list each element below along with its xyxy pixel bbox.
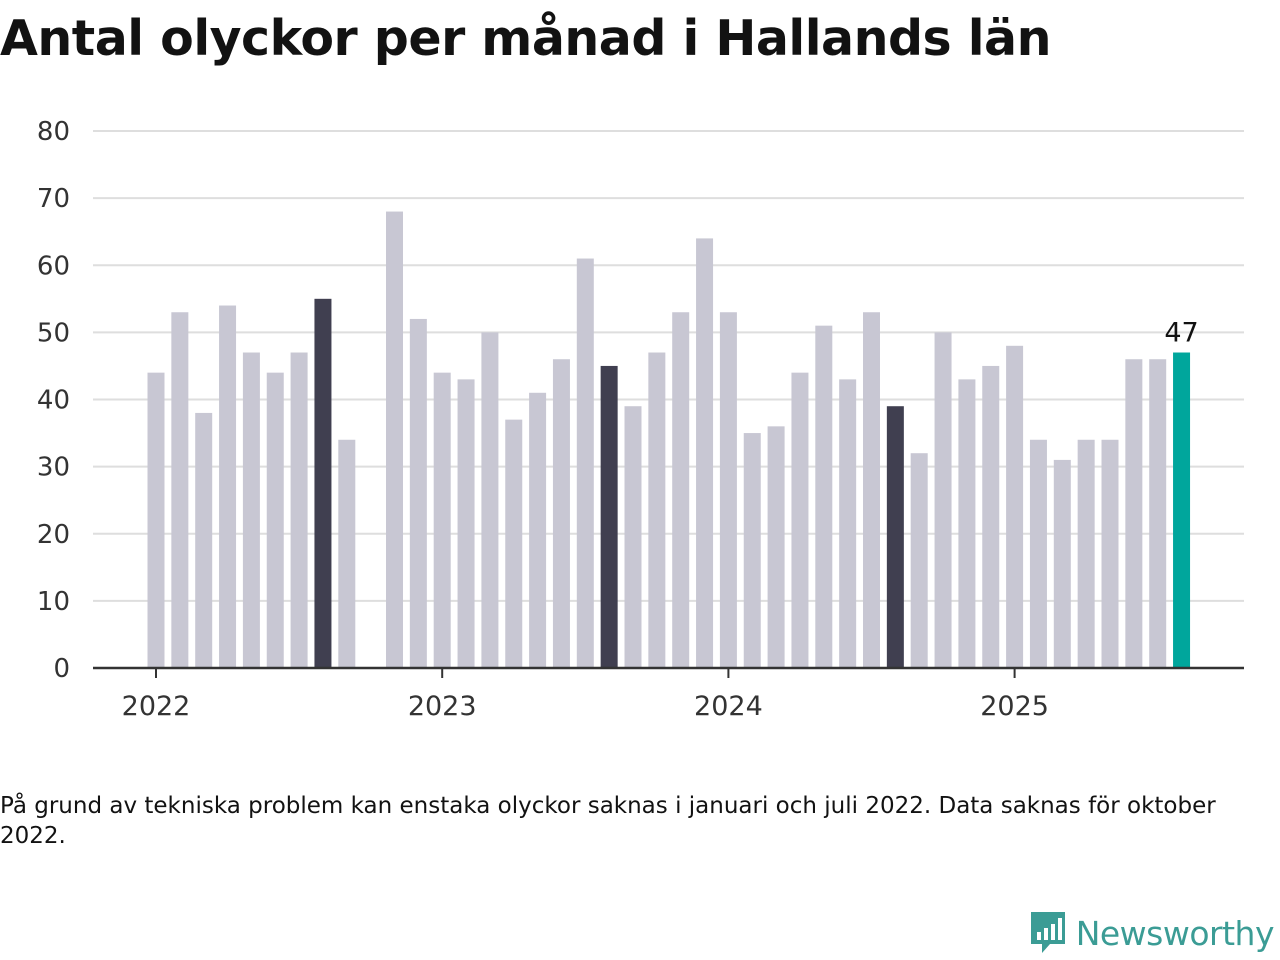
bar-2023-04 <box>505 419 523 668</box>
y-tick-label: 30 <box>37 453 70 483</box>
x-tick-label: 2024 <box>694 691 763 722</box>
bar-2023-01 <box>433 372 451 668</box>
bar-chart: 0 10 20 30 40 50 60 70 80 2022 2023 2024 2025 47 <box>37 117 1244 722</box>
bar-2024-09 <box>910 453 928 668</box>
bar-2024-02 <box>743 433 761 668</box>
bar-2023-12 <box>696 238 714 668</box>
value-label: 47 <box>1164 318 1198 349</box>
bar-2022-07 <box>290 352 308 668</box>
y-tick-label: 80 <box>37 117 70 147</box>
bar-2025-06 <box>1125 359 1143 668</box>
x-tick-label: 2023 <box>408 691 477 722</box>
bar-2023-11 <box>672 312 690 668</box>
y-tick-label: 70 <box>37 184 70 214</box>
bar-2024-08 <box>886 406 904 668</box>
y-tick-label: 50 <box>37 318 70 348</box>
y-tick-label: 40 <box>37 386 70 416</box>
y-tick-label: 0 <box>53 654 70 684</box>
x-tick-label: 2025 <box>980 691 1049 722</box>
bar-2025-04 <box>1077 439 1095 668</box>
x-tick-label: 2022 <box>122 691 191 722</box>
bar-2024-01 <box>719 312 737 668</box>
bar-2023-03 <box>481 332 499 668</box>
y-tick-label: 20 <box>37 520 70 550</box>
footnote: På grund av tekniska problem kan enstaka… <box>0 793 1216 849</box>
bar-2024-07 <box>863 312 880 668</box>
bar-2023-10 <box>648 352 666 668</box>
bar-2022-04 <box>219 305 237 668</box>
chart-title: Antal olyckor per månad i Hallands län <box>0 10 1052 67</box>
bar-2022-08 <box>314 298 332 668</box>
bar-2024-05 <box>815 325 833 668</box>
bar-2024-04 <box>791 372 809 668</box>
y-tick-label: 10 <box>37 587 70 617</box>
bar-2022-02 <box>171 312 189 668</box>
bar-2025-01 <box>1006 345 1024 668</box>
bar-2022-12 <box>409 318 427 668</box>
bar-2023-02 <box>457 379 475 668</box>
brand-name: Newsworthy <box>1075 913 1275 953</box>
bar-2024-12 <box>982 365 1000 668</box>
bar-2022-03 <box>195 412 213 668</box>
bar-2023-06 <box>552 359 570 668</box>
bar-2024-06 <box>839 379 857 668</box>
bar-2024-03 <box>767 426 785 668</box>
bar-2025-03 <box>1053 459 1071 668</box>
bar-2023-07 <box>576 258 594 668</box>
bar-2023-08 <box>600 365 618 668</box>
bar-2025-02 <box>1029 439 1047 668</box>
bar-2022-09 <box>338 439 356 668</box>
bar-2025-08 <box>1173 352 1191 668</box>
bar-2025-05 <box>1101 439 1119 668</box>
newsworthy-logo-icon <box>1030 912 1065 953</box>
bar-2023-09 <box>624 406 642 668</box>
bar-2024-10 <box>934 332 952 668</box>
bar-2025-07 <box>1149 359 1167 668</box>
bar-2022-01 <box>147 372 165 668</box>
y-tick-label: 60 <box>37 251 70 281</box>
bar-2023-05 <box>529 392 547 668</box>
bar-2022-11 <box>386 211 403 669</box>
bar-2022-05 <box>242 352 260 668</box>
brand: Newsworthy <box>1028 910 1275 956</box>
bar-2024-11 <box>958 379 976 668</box>
bar-2022-06 <box>266 372 284 668</box>
